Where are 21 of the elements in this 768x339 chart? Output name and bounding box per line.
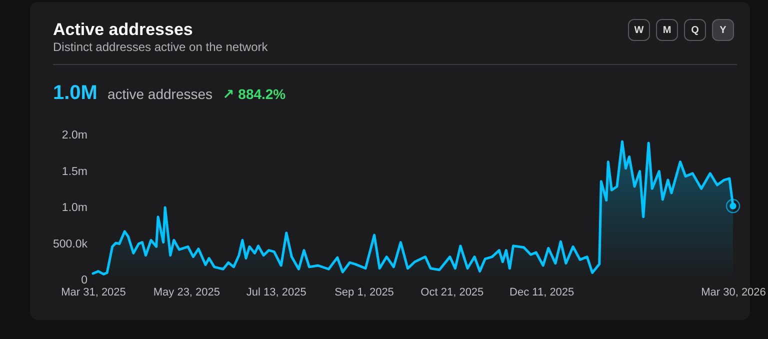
y-tick-label: 1.5m [62,166,88,178]
text: ↗ 884.2% [222,86,286,103]
text: Y [712,19,734,41]
y-tick-label: 0 [81,274,88,286]
x-tick-label: Oct 21, 2025 [420,286,484,298]
text: W [628,19,650,41]
chart-subtitle: Distinct addresses active on the network [53,40,268,54]
text: 1.0M [53,82,98,105]
text: Q [684,19,706,41]
y-tick-label: 2.0m [62,130,88,142]
x-tick-label: Dec 11, 2025 [510,286,574,298]
x-tick-label: Mar 31, 2025 [61,286,126,298]
text: M [656,19,678,41]
y-tick-label: 1.0m [62,202,88,214]
x-tick-label: Sep 1, 2025 [334,286,394,298]
x-tick-label: Jul 13, 2025 [246,286,306,298]
chart-title: Active addresses [53,20,193,40]
y-tick-label: 500.0k [52,238,88,250]
x-tick-label: Mar 30, 2026 [701,286,766,298]
text: active addresses [107,86,213,102]
x-tick-label: May 23, 2025 [153,286,220,298]
